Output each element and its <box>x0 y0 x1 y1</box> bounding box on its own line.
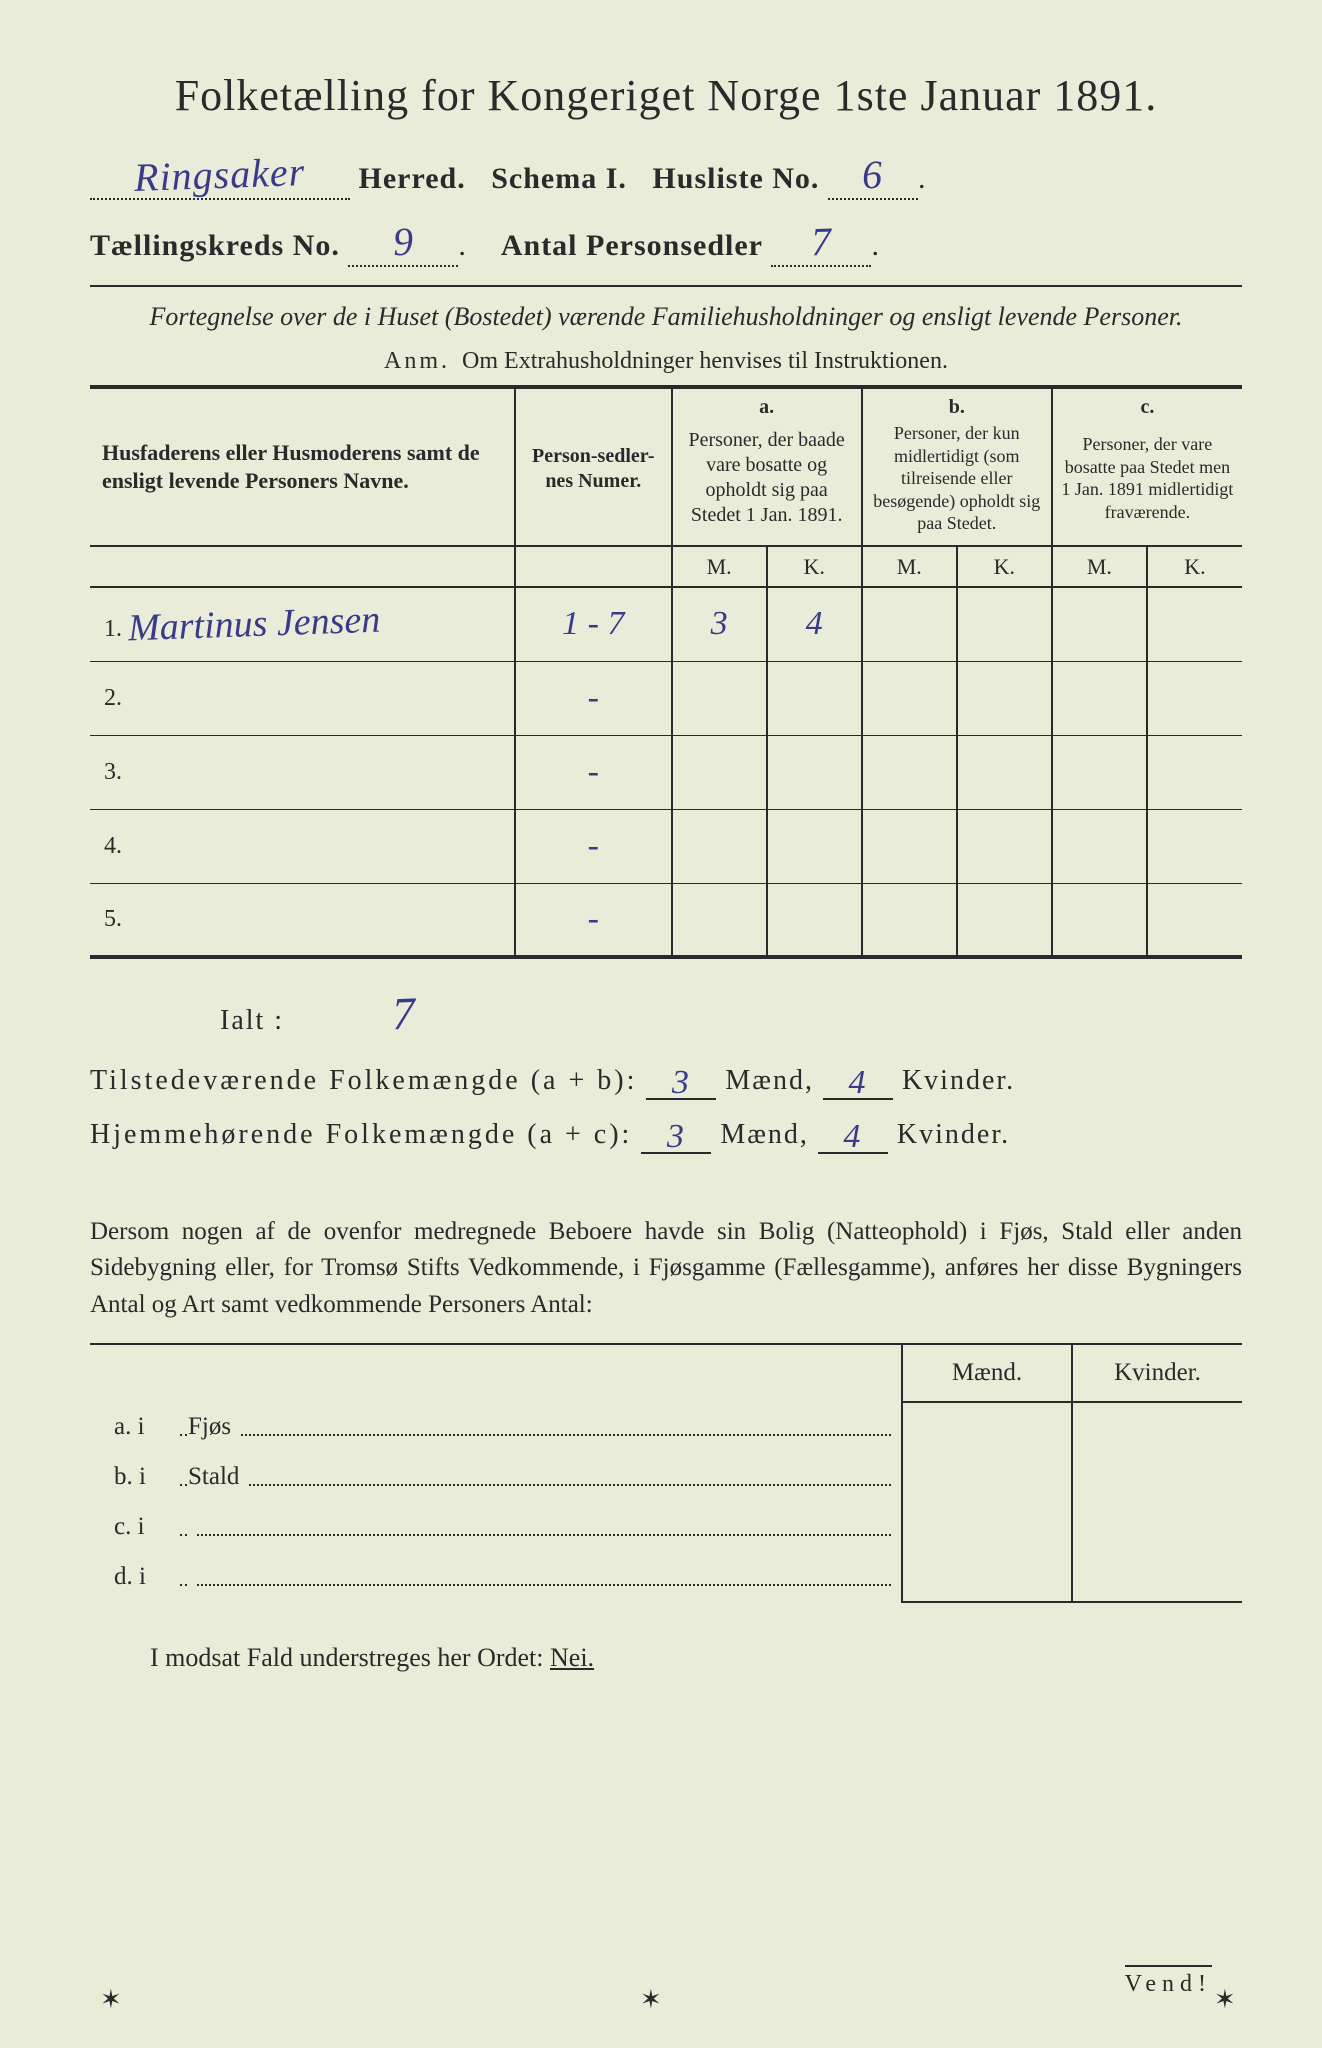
table-row: 1. Martinus Jensen1 - 734 <box>90 587 1242 661</box>
personsedler-no: 7 <box>810 218 833 266</box>
side-row: b. iStald <box>90 1452 1242 1502</box>
hjemme-k: 4 <box>843 1118 862 1155</box>
col-c-m: M. <box>1052 546 1147 588</box>
schema-label: Schema I. <box>491 162 627 195</box>
header-line-1: Ringsaker Herred. Schema I. Husliste No.… <box>90 151 1242 200</box>
col-b-m: M. <box>862 546 957 588</box>
header-line-2: Tællingskreds No. 9. Antal Personsedler … <box>90 218 1242 267</box>
nei-word: Nei. <box>550 1643 594 1672</box>
col-numer: Person-sedler-nes Numer. <box>515 387 672 546</box>
main-table: Husfaderens eller Husmoderens samt de en… <box>90 385 1242 959</box>
anm-text: Om Extrahusholdninger henvises til Instr… <box>462 348 948 374</box>
anm-line: Anm. Om Extrahusholdninger henvises til … <box>90 348 1242 375</box>
page-title: Folketælling for Kongeriget Norge 1ste J… <box>90 70 1242 121</box>
side-kvinder: Kvinder. <box>1072 1344 1242 1402</box>
table-row: 4. - <box>90 809 1242 883</box>
totals-block: Ialt : 7 Tilstedeværende Folkemængde (a … <box>90 987 1242 1154</box>
divider <box>90 285 1242 287</box>
table-row: 5. - <box>90 883 1242 957</box>
side-row: c. i <box>90 1502 1242 1552</box>
herred-value: Ringsaker <box>134 148 307 201</box>
col-b-desc: Personer, der kun midlertidigt (som tilr… <box>862 422 1052 546</box>
side-row: a. iFjøs <box>90 1402 1242 1452</box>
ialt-value: 7 <box>391 987 418 1041</box>
paragraph: Dersom nogen af de ovenfor medregnede Be… <box>90 1214 1242 1323</box>
maend-label: Mænd, <box>725 1065 814 1096</box>
col-c-label: c. <box>1052 387 1242 422</box>
personsedler-label: Antal Personsedler <box>501 229 763 262</box>
table-row: 3. - <box>90 735 1242 809</box>
col-b-label: b. <box>862 387 1052 422</box>
nei-text: I modsat Fald understreges her Ordet: <box>150 1643 544 1672</box>
col-c-k: K. <box>1147 546 1242 588</box>
pin-icon: ✶ <box>1214 1985 1232 2003</box>
side-row: d. i <box>90 1552 1242 1602</box>
subtitle: Fortegnelse over de i Huset (Bostedet) v… <box>90 299 1242 334</box>
side-maend: Mænd. <box>902 1344 1072 1402</box>
anm-label: Anm. <box>384 348 450 374</box>
vend-label: Vend! <box>1125 1965 1212 1998</box>
hjemme-m: 3 <box>667 1118 686 1155</box>
herred-label: Herred. <box>359 162 466 195</box>
nei-line: I modsat Fald understreges her Ordet: Ne… <box>90 1643 1242 1673</box>
table-row: 2. - <box>90 661 1242 735</box>
tilstede-k: 4 <box>848 1064 867 1101</box>
pin-icon: ✶ <box>640 1985 658 2003</box>
col-name: Husfaderens eller Husmoderens samt de en… <box>90 387 515 546</box>
tilstede-m: 3 <box>672 1064 691 1101</box>
col-c-desc: Personer, der vare bosatte paa Stedet me… <box>1052 422 1242 546</box>
col-a-desc: Personer, der baade vare bosatte og opho… <box>672 422 862 546</box>
col-b-k: K. <box>957 546 1052 588</box>
kreds-label: Tællingskreds No. <box>90 229 340 262</box>
col-a-k: K. <box>767 546 862 588</box>
side-table: Mænd. Kvinder. a. iFjøsb. iStaldc. id. i <box>90 1343 1242 1603</box>
ialt-label: Ialt : <box>220 1005 284 1036</box>
husliste-no: 6 <box>862 151 885 199</box>
kvinder-label: Kvinder. <box>902 1065 1015 1096</box>
kvinder-label-2: Kvinder. <box>897 1119 1010 1150</box>
husliste-label: Husliste No. <box>652 162 819 195</box>
col-a-label: a. <box>672 387 862 422</box>
col-a-m: M. <box>672 546 767 588</box>
kreds-no: 9 <box>392 218 415 266</box>
pin-icon: ✶ <box>100 1985 118 2003</box>
maend-label-2: Mænd, <box>720 1119 809 1150</box>
tilstede-label: Tilstedeværende Folkemængde (a + b): <box>90 1065 637 1096</box>
hjemme-label: Hjemmehørende Folkemængde (a + c): <box>90 1119 632 1150</box>
